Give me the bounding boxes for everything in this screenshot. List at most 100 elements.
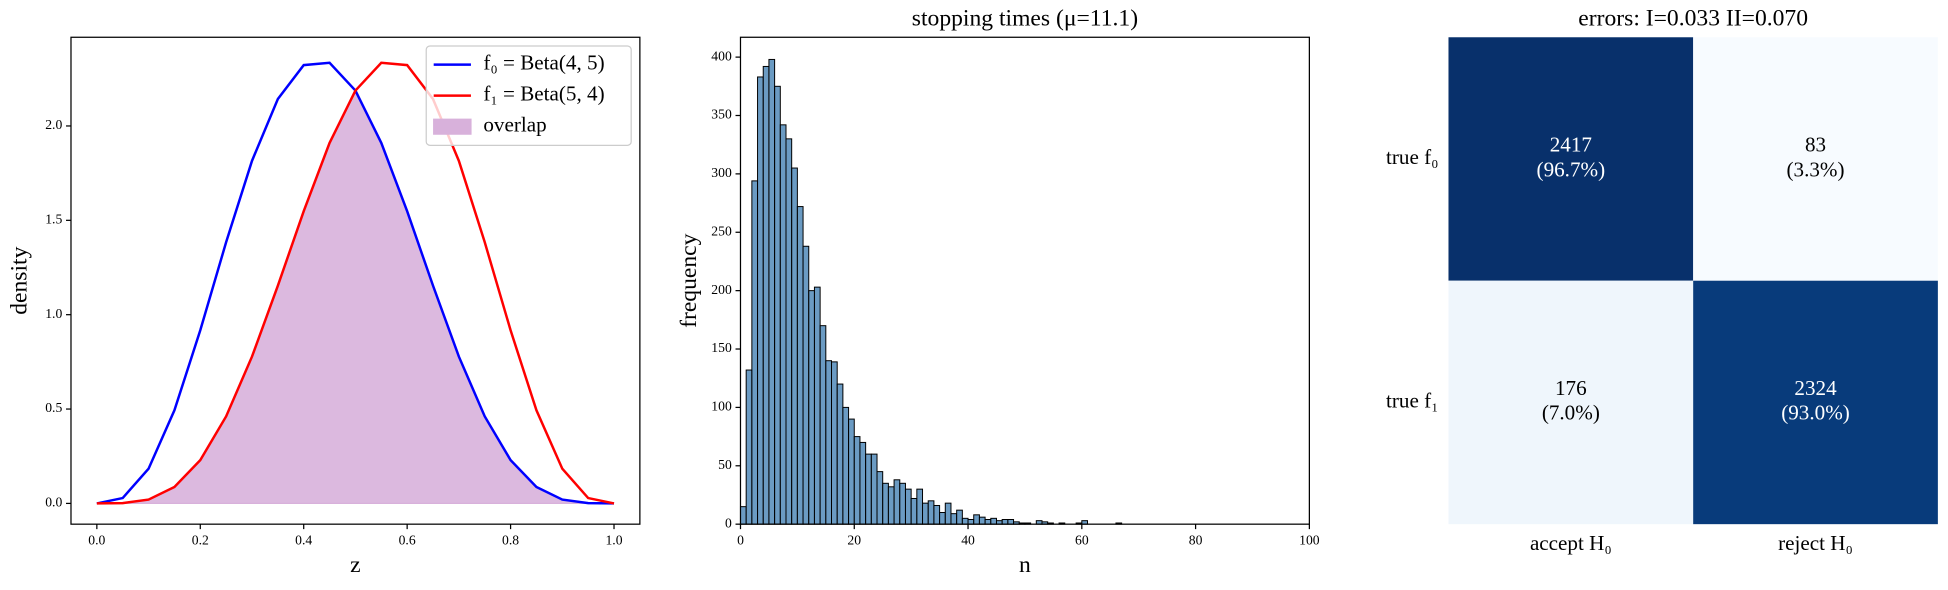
histogram-bar	[967, 519, 975, 525]
histogram-bar	[762, 65, 770, 525]
histogram-bar	[813, 286, 821, 525]
histogram-bar	[899, 482, 906, 525]
histogram-bar	[916, 488, 924, 525]
histogram-bar	[768, 58, 776, 525]
x-tick-label: 0.2	[192, 533, 209, 548]
x-tick-label: 20	[847, 533, 861, 548]
y-tick-label: 350	[711, 107, 732, 122]
histogram-bar	[842, 406, 850, 525]
y-tick-label: 0.0	[45, 495, 62, 510]
histogram-bar	[927, 500, 935, 525]
x-tick-label: 0.6	[399, 533, 416, 548]
legend-label: f₀ = Beta(4, 5)	[483, 50, 604, 74]
cell-percent: (93.0%)	[1781, 401, 1850, 425]
column-label: reject H₀	[1778, 531, 1853, 555]
legend-label: overlap	[483, 113, 546, 137]
histogram-bar	[831, 361, 838, 525]
histogram-bar	[922, 502, 929, 525]
heatmap-cell	[1448, 37, 1694, 281]
histogram-bar	[933, 504, 941, 525]
histogram-bar	[939, 511, 946, 525]
y-tick-label: 1.5	[45, 211, 62, 226]
x-tick-label: 40	[961, 533, 975, 548]
x-tick-label: 0	[737, 533, 744, 548]
y-tick-label: 50	[718, 457, 732, 472]
y-tick-label: 200	[711, 282, 732, 297]
histogram-bar	[785, 138, 793, 525]
x-tick-label: 60	[1075, 533, 1089, 548]
cell-value: 2324	[1794, 376, 1837, 400]
plot-frame	[70, 36, 641, 525]
histogram-bar	[745, 369, 753, 525]
histogram-bar	[774, 85, 781, 525]
heatmap-cell	[1693, 280, 1938, 525]
histogram-bar	[961, 517, 969, 525]
y-tick-label: 2.0	[45, 117, 62, 132]
cell-value: 176	[1555, 376, 1587, 400]
histogram-bar	[796, 206, 804, 525]
histogram-bar	[757, 76, 764, 525]
histogram-bar	[910, 497, 918, 525]
y-tick-label: 400	[711, 48, 732, 63]
x-tick-label: 1.0	[605, 533, 622, 548]
x-tick-label: 80	[1189, 533, 1203, 548]
histogram-bar	[865, 453, 872, 525]
histogram-bar	[950, 513, 958, 525]
histogram-bar	[859, 441, 867, 525]
heatmap-cell	[1448, 280, 1694, 525]
y-tick-label: 150	[711, 340, 732, 355]
histogram-bar	[882, 482, 889, 525]
overlap-area	[96, 89, 615, 505]
histogram-bar	[1007, 519, 1015, 525]
cell-value: 83	[1805, 132, 1826, 156]
y-axis-label: frequency	[676, 233, 702, 328]
x-tick-label: 0.0	[88, 533, 105, 548]
histogram-bar	[802, 245, 810, 525]
histogram-bar	[1001, 519, 1009, 525]
chart-title: errors: I=0.033 II=0.070	[1578, 5, 1808, 31]
histogram-bar	[944, 502, 952, 525]
histogram-bar	[848, 418, 855, 525]
row-label: true f₀	[1386, 145, 1439, 169]
line	[96, 61, 615, 505]
y-tick-label: 250	[711, 223, 732, 238]
legend-label: f₁ = Beta(5, 4)	[483, 81, 604, 105]
heatmap-cell	[1693, 37, 1938, 281]
cell-percent: (7.0%)	[1542, 401, 1600, 425]
histogram-bar	[984, 519, 992, 525]
y-axis-label: density	[7, 246, 33, 314]
cell-value: 2417	[1550, 132, 1592, 156]
y-tick-label: 0	[725, 515, 732, 530]
histogram-bar	[739, 506, 747, 525]
histogram-bar	[808, 290, 815, 525]
histogram-bar	[870, 453, 878, 525]
cell-percent: (3.3%)	[1787, 157, 1845, 181]
histogram-bar	[751, 180, 759, 525]
histogram-bar	[876, 471, 884, 525]
legend-box	[425, 45, 632, 146]
x-tick-label: 100	[1299, 533, 1320, 548]
histogram-bar	[853, 436, 861, 525]
histogram-bar	[973, 514, 980, 525]
y-tick-label: 100	[711, 399, 732, 414]
y-tick-label: 0.5	[45, 400, 62, 415]
histogram-bar	[779, 124, 787, 525]
row-label: true f₁	[1386, 388, 1439, 412]
histogram-bar	[887, 486, 895, 525]
column-label: accept H₀	[1530, 531, 1612, 555]
cell-percent: (96.7%)	[1537, 157, 1606, 181]
histogram-bar	[836, 383, 844, 525]
histogram-bar	[990, 517, 997, 525]
x-axis-label: z	[350, 552, 360, 578]
plot-frame	[739, 36, 1310, 525]
x-axis-label: n	[1019, 552, 1031, 578]
y-tick-label: 300	[711, 165, 732, 180]
histogram-bar	[904, 488, 912, 525]
histogram-bar	[825, 360, 833, 525]
legend-swatch	[433, 118, 472, 135]
x-tick-label: 0.4	[295, 533, 312, 548]
histogram-bar	[956, 509, 963, 525]
histogram-bar	[978, 516, 986, 525]
histogram-bar	[819, 325, 827, 525]
